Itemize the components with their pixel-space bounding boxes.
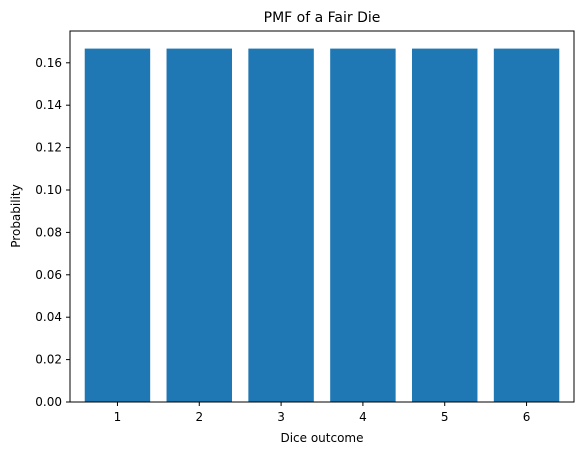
y-tick-label: 0.16 xyxy=(35,56,62,70)
x-tick-label: 3 xyxy=(277,410,285,424)
y-tick-label: 0.02 xyxy=(35,353,62,367)
x-tick-label: 4 xyxy=(359,410,367,424)
y-tick-label: 0.14 xyxy=(35,98,62,112)
chart-title: PMF of a Fair Die xyxy=(264,10,381,26)
plot-frame xyxy=(69,30,575,403)
y-axis-ticks: 0.00 0.02 0.04 0.06 0.08 0.10 0.12 0.14 0.16 xyxy=(35,56,70,409)
y-tick-label: 0.06 xyxy=(35,268,62,282)
x-tick-label: 1 xyxy=(114,410,122,424)
bar-1 xyxy=(84,48,151,402)
bar-3 xyxy=(248,48,314,402)
y-tick-label: 0.00 xyxy=(35,395,62,409)
y-tick-label: 0.10 xyxy=(35,183,62,197)
bar-2 xyxy=(166,48,232,402)
y-tick-label: 0.12 xyxy=(35,141,62,155)
bars-group xyxy=(84,48,560,402)
y-tick-label: 0.04 xyxy=(35,310,62,324)
bar-6 xyxy=(493,48,560,402)
x-axis-label: Dice outcome xyxy=(280,431,363,445)
bar-5 xyxy=(412,48,478,402)
x-tick-label: 6 xyxy=(523,410,531,424)
x-tick-label: 5 xyxy=(441,410,449,424)
y-axis-label: Probability xyxy=(9,184,23,247)
x-tick-label: 2 xyxy=(195,410,203,424)
bar-4 xyxy=(330,48,396,402)
y-tick-label: 0.08 xyxy=(35,225,62,239)
x-axis-ticks: 1 2 3 4 5 6 xyxy=(114,402,531,424)
